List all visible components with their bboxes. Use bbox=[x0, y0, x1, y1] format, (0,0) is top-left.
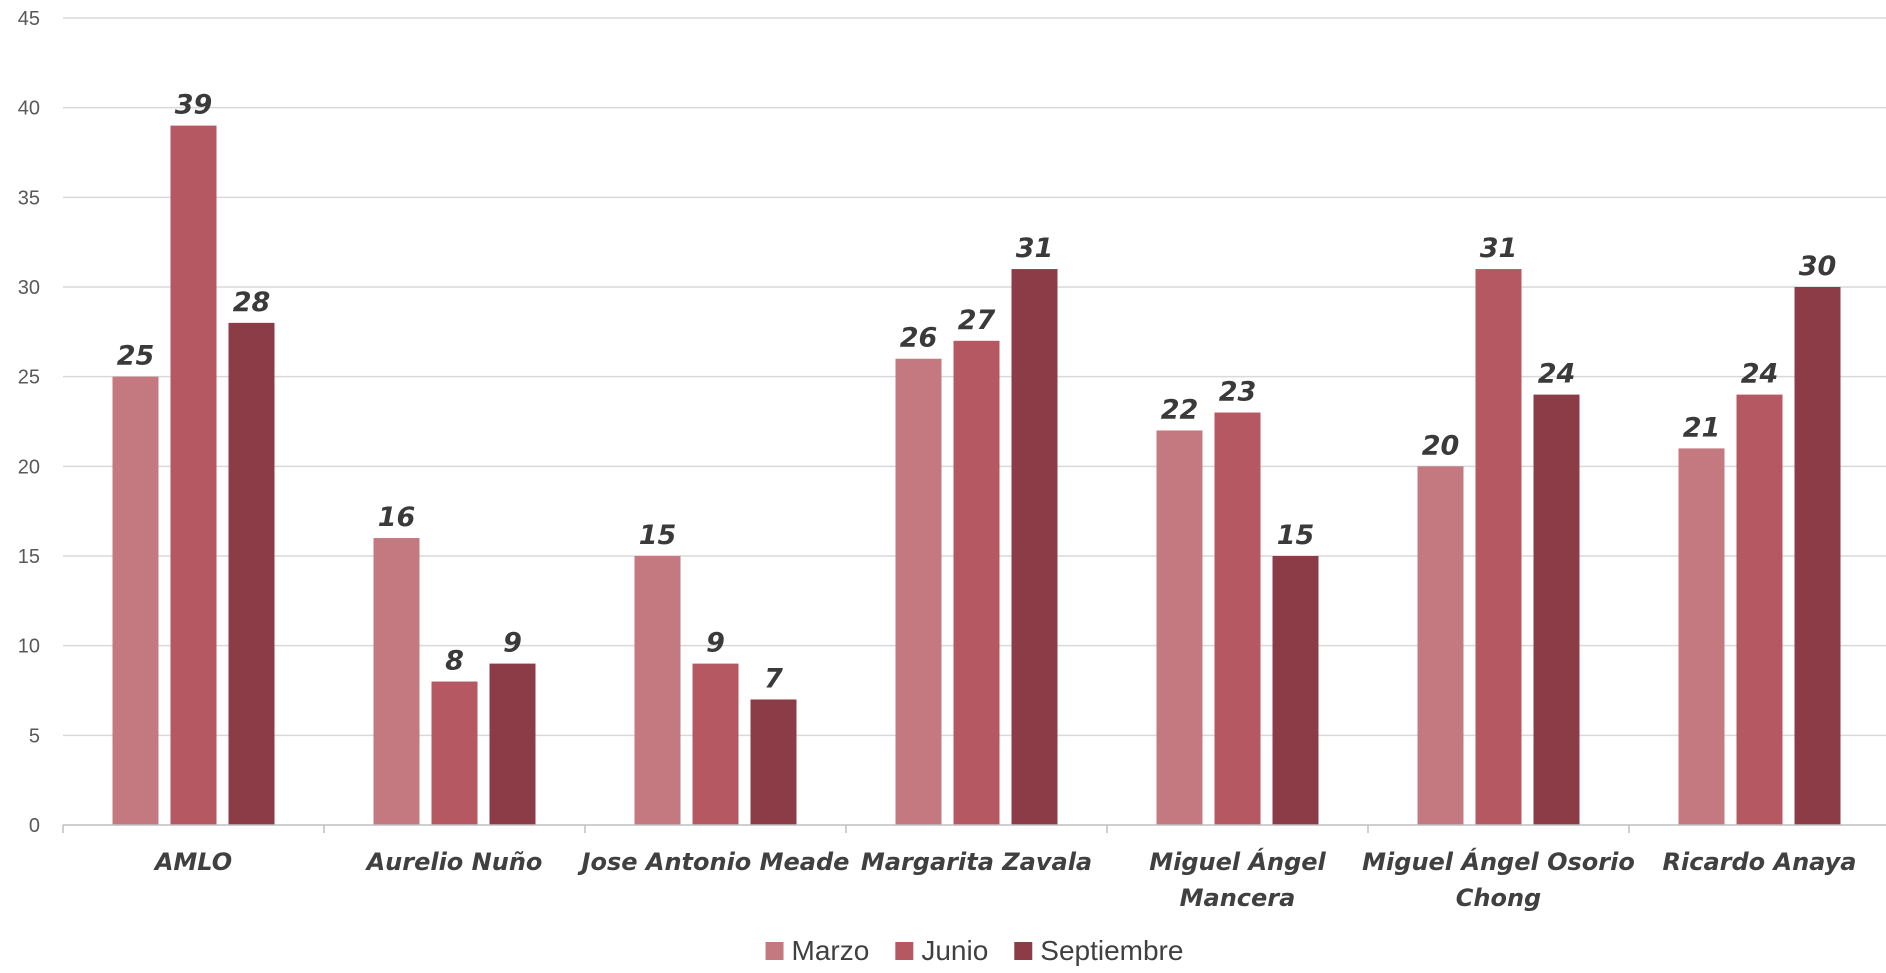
data-label: 24 bbox=[1741, 359, 1779, 390]
bars bbox=[112, 125, 1841, 826]
category-label: Miguel Ángel Osorio Chong bbox=[1362, 847, 1635, 912]
y-tick-label: 10 bbox=[18, 636, 40, 658]
y-axis-ticks: 0 5 10 15 20 25 30 35 40 45 bbox=[18, 8, 40, 837]
category-labels: AMLO Aurelio Nuño Jose Antonio Meade Margar… bbox=[153, 847, 1857, 912]
bar-junio bbox=[953, 340, 1000, 825]
data-label: 30 bbox=[1799, 251, 1837, 282]
bar-junio bbox=[170, 125, 217, 826]
y-tick-label: 5 bbox=[29, 725, 40, 747]
data-label: 20 bbox=[1422, 430, 1460, 461]
data-label: 27 bbox=[958, 305, 996, 336]
category-label: Aurelio Nuño bbox=[365, 848, 543, 876]
bar-septiembre bbox=[1533, 394, 1580, 825]
data-label: 9 bbox=[706, 628, 725, 659]
legend-label-junio: Junio bbox=[921, 935, 988, 966]
y-tick-label: 30 bbox=[18, 277, 40, 299]
bar-septiembre bbox=[489, 663, 536, 825]
bar-junio bbox=[692, 663, 739, 825]
data-label: 22 bbox=[1161, 394, 1199, 425]
bar-marzo bbox=[634, 556, 681, 825]
legend-label-septiembre: Septiembre bbox=[1040, 935, 1183, 966]
bar-marzo bbox=[1678, 448, 1725, 825]
data-label: 9 bbox=[503, 628, 522, 659]
data-label: 39 bbox=[175, 90, 213, 121]
data-label: 31 bbox=[1016, 233, 1054, 264]
bar-marzo bbox=[895, 358, 942, 825]
bar-septiembre bbox=[228, 322, 275, 825]
category-label: Miguel Ángel Mancera bbox=[1149, 847, 1326, 912]
legend: Marzo Junio Septiembre bbox=[765, 935, 1183, 966]
bar-junio bbox=[1736, 394, 1783, 825]
bar-junio bbox=[1214, 412, 1261, 825]
data-label: 16 bbox=[378, 502, 416, 533]
y-tick-label: 40 bbox=[18, 98, 40, 120]
legend-swatch-marzo bbox=[765, 942, 784, 960]
data-label: 23 bbox=[1219, 377, 1257, 408]
x-axis bbox=[62, 824, 1886, 833]
data-label: 26 bbox=[900, 323, 938, 354]
bar-septiembre bbox=[1794, 287, 1841, 825]
data-label: 7 bbox=[764, 663, 783, 694]
data-label: 24 bbox=[1538, 359, 1576, 390]
bar-marzo bbox=[1417, 466, 1464, 825]
data-label: 15 bbox=[639, 520, 677, 551]
category-label: AMLO bbox=[153, 848, 232, 876]
y-tick-label: 35 bbox=[18, 187, 40, 209]
bar-septiembre bbox=[1272, 556, 1319, 825]
legend-label-marzo: Marzo bbox=[792, 935, 870, 966]
y-tick-label: 45 bbox=[18, 8, 40, 30]
legend-swatch-junio bbox=[895, 942, 914, 960]
bar-septiembre bbox=[750, 699, 797, 825]
y-tick-label: 25 bbox=[18, 367, 40, 389]
data-label: 28 bbox=[233, 287, 271, 318]
y-tick-label: 15 bbox=[18, 546, 40, 568]
data-label: 8 bbox=[445, 646, 464, 677]
y-tick-label: 0 bbox=[29, 815, 40, 837]
bar-marzo bbox=[1156, 430, 1203, 825]
data-label: 31 bbox=[1480, 233, 1518, 264]
legend-swatch-septiembre bbox=[1014, 942, 1033, 960]
data-label: 15 bbox=[1277, 520, 1315, 551]
data-label: 21 bbox=[1683, 412, 1721, 443]
y-tick-label: 20 bbox=[18, 456, 40, 478]
category-label: Jose Antonio Meade bbox=[578, 848, 850, 876]
data-labels: 25 39 28 16 8 9 15 9 7 26 27 31 22 23 15 20 31 24 21 24 30 bbox=[117, 90, 1837, 695]
bar-junio bbox=[1475, 269, 1522, 826]
bar-marzo bbox=[112, 376, 159, 825]
bar-septiembre bbox=[1011, 269, 1058, 826]
bar-junio bbox=[431, 681, 478, 825]
category-label: Margarita Zavala bbox=[861, 848, 1092, 876]
data-label: 25 bbox=[117, 341, 155, 372]
bar-marzo bbox=[373, 538, 420, 825]
category-label: Ricardo Anaya bbox=[1663, 848, 1857, 876]
